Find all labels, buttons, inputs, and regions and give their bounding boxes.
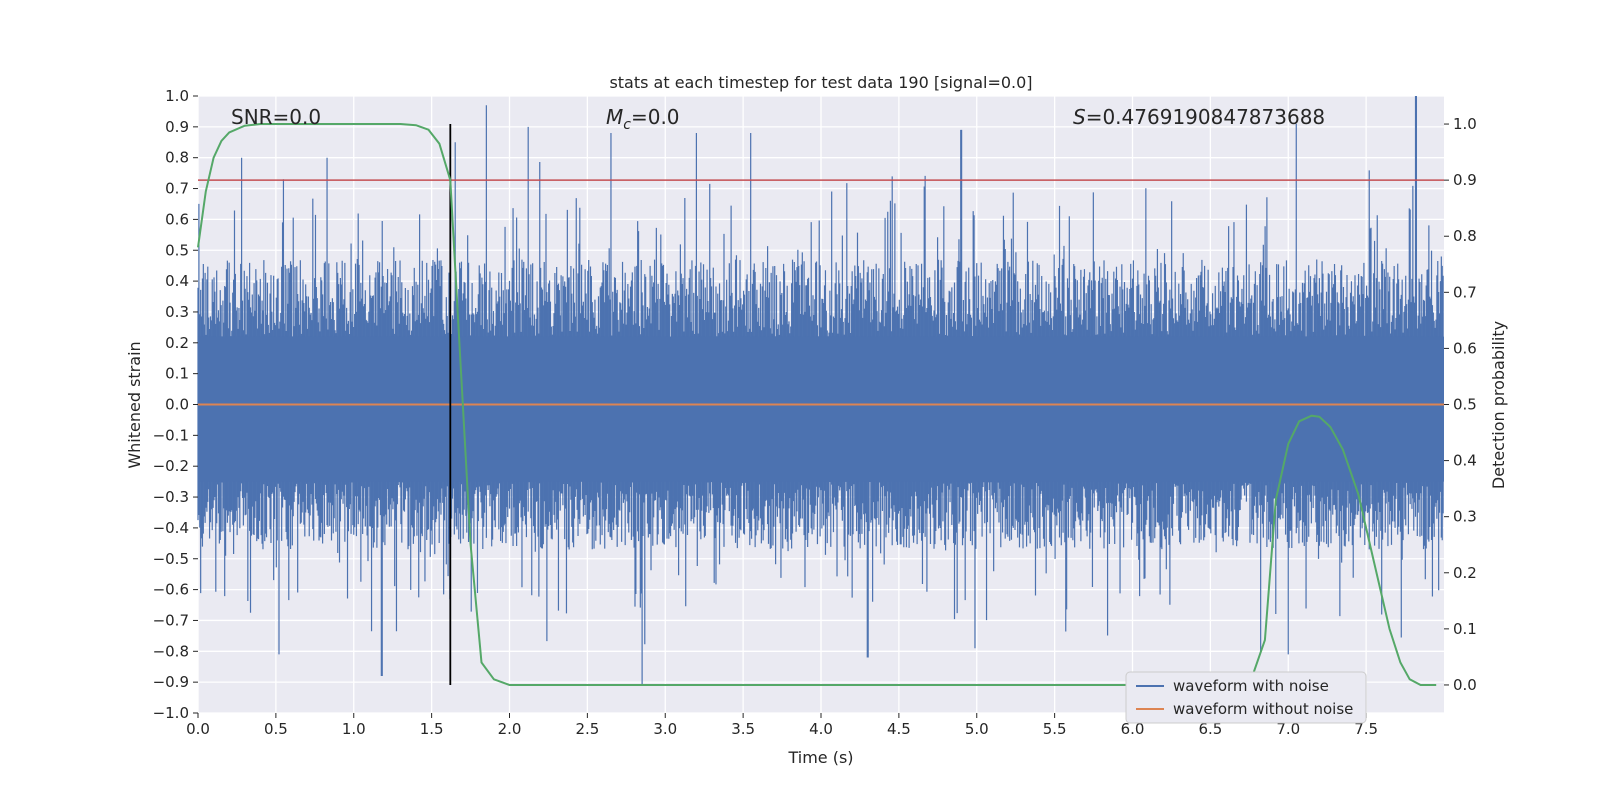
y-tick-label: 0.5 <box>165 241 189 259</box>
y-tick-label: 0.4 <box>165 272 189 290</box>
x-tick-label: 6.5 <box>1198 720 1222 738</box>
y-tick-label: −0.3 <box>153 488 189 506</box>
y-tick-label: −1.0 <box>153 704 189 722</box>
x-tick-label: 1.0 <box>342 720 366 738</box>
y-tick-label: −0.9 <box>153 673 189 691</box>
y-tick-label: 0.1 <box>165 365 189 383</box>
x-tick-label: 2.0 <box>498 720 522 738</box>
x-tick-label: 0.0 <box>186 720 210 738</box>
legend: waveform with noise waveform without noi… <box>1125 671 1367 724</box>
y-right-tick-label: 0.8 <box>1453 227 1477 245</box>
x-tick-label: 2.5 <box>575 720 599 738</box>
y-right-tick-label: 0.0 <box>1453 676 1477 694</box>
y-tick-label: 0.3 <box>165 303 189 321</box>
chirp-mass-annotation: Mc=0.0 <box>606 105 680 133</box>
noise-core-band <box>198 336 1444 482</box>
x-tick-label: 5.0 <box>965 720 989 738</box>
y-tick-label: 0.0 <box>165 396 189 414</box>
y-tick-label: 1.0 <box>165 87 189 105</box>
y-right-tick-label: 0.7 <box>1453 283 1477 301</box>
y-axis-label: Whitened strain <box>125 341 144 468</box>
y-tick-label: −0.1 <box>153 426 189 444</box>
y-right-tick-label: 0.6 <box>1453 339 1477 357</box>
x-tick-label: 5.5 <box>1043 720 1067 738</box>
snr-annotation: SNR=0.0 <box>231 105 321 129</box>
y-right-tick-label: 1.0 <box>1453 115 1477 133</box>
score-annotation: S=0.4769190847873688 <box>1073 105 1325 129</box>
y-tick-label: −0.6 <box>153 581 189 599</box>
y-tick-label: 0.8 <box>165 149 189 167</box>
y-tick-label: −0.4 <box>153 519 189 537</box>
legend-box <box>1125 671 1367 724</box>
y-tick-label: −0.5 <box>153 550 189 568</box>
x-tick-label: 7.5 <box>1354 720 1378 738</box>
y-right-tick-label: 0.2 <box>1453 564 1477 582</box>
x-tick-label: 3.0 <box>653 720 677 738</box>
legend-label-noise: waveform with noise <box>1173 677 1329 695</box>
x-tick-label: 0.5 <box>264 720 288 738</box>
x-tick-label: 4.0 <box>809 720 833 738</box>
detection-probability-line <box>197 123 1437 686</box>
axis-ticks: 0.0 0.5 1.0 1.5 2.0 2.5 3.0 3.5 4.0 4.5 5.0 5.5 6.0 6… <box>153 87 1477 738</box>
x-axis-label: Time (s) <box>787 748 853 767</box>
y-tick-label: 0.6 <box>165 210 189 228</box>
y-axis-right-label: Detection probability <box>1489 321 1508 489</box>
noise-waveform-series <box>197 96 1444 686</box>
y-right-tick-label: 0.9 <box>1453 171 1477 189</box>
chart-title: stats at each timestep for test data 190… <box>609 73 1032 92</box>
y-tick-label: 0.7 <box>165 180 189 198</box>
legend-label-clean: waveform without noise <box>1173 700 1353 718</box>
y-right-tick-label: 0.3 <box>1453 508 1477 526</box>
x-tick-label: 1.5 <box>420 720 444 738</box>
y-tick-label: 0.2 <box>165 334 189 352</box>
x-tick-label: 6.0 <box>1121 720 1145 738</box>
y-tick-label: −0.8 <box>153 642 189 660</box>
x-tick-label: 7.0 <box>1276 720 1300 738</box>
x-tick-label: 4.5 <box>887 720 911 738</box>
y-tick-label: −0.2 <box>153 457 189 475</box>
y-right-tick-label: 0.4 <box>1453 452 1477 470</box>
y-right-tick-label: 0.5 <box>1453 396 1477 414</box>
y-right-tick-label: 0.1 <box>1453 620 1477 638</box>
y-tick-label: −0.7 <box>153 611 189 629</box>
y-tick-label: 0.9 <box>165 118 189 136</box>
x-tick-label: 3.5 <box>731 720 755 738</box>
